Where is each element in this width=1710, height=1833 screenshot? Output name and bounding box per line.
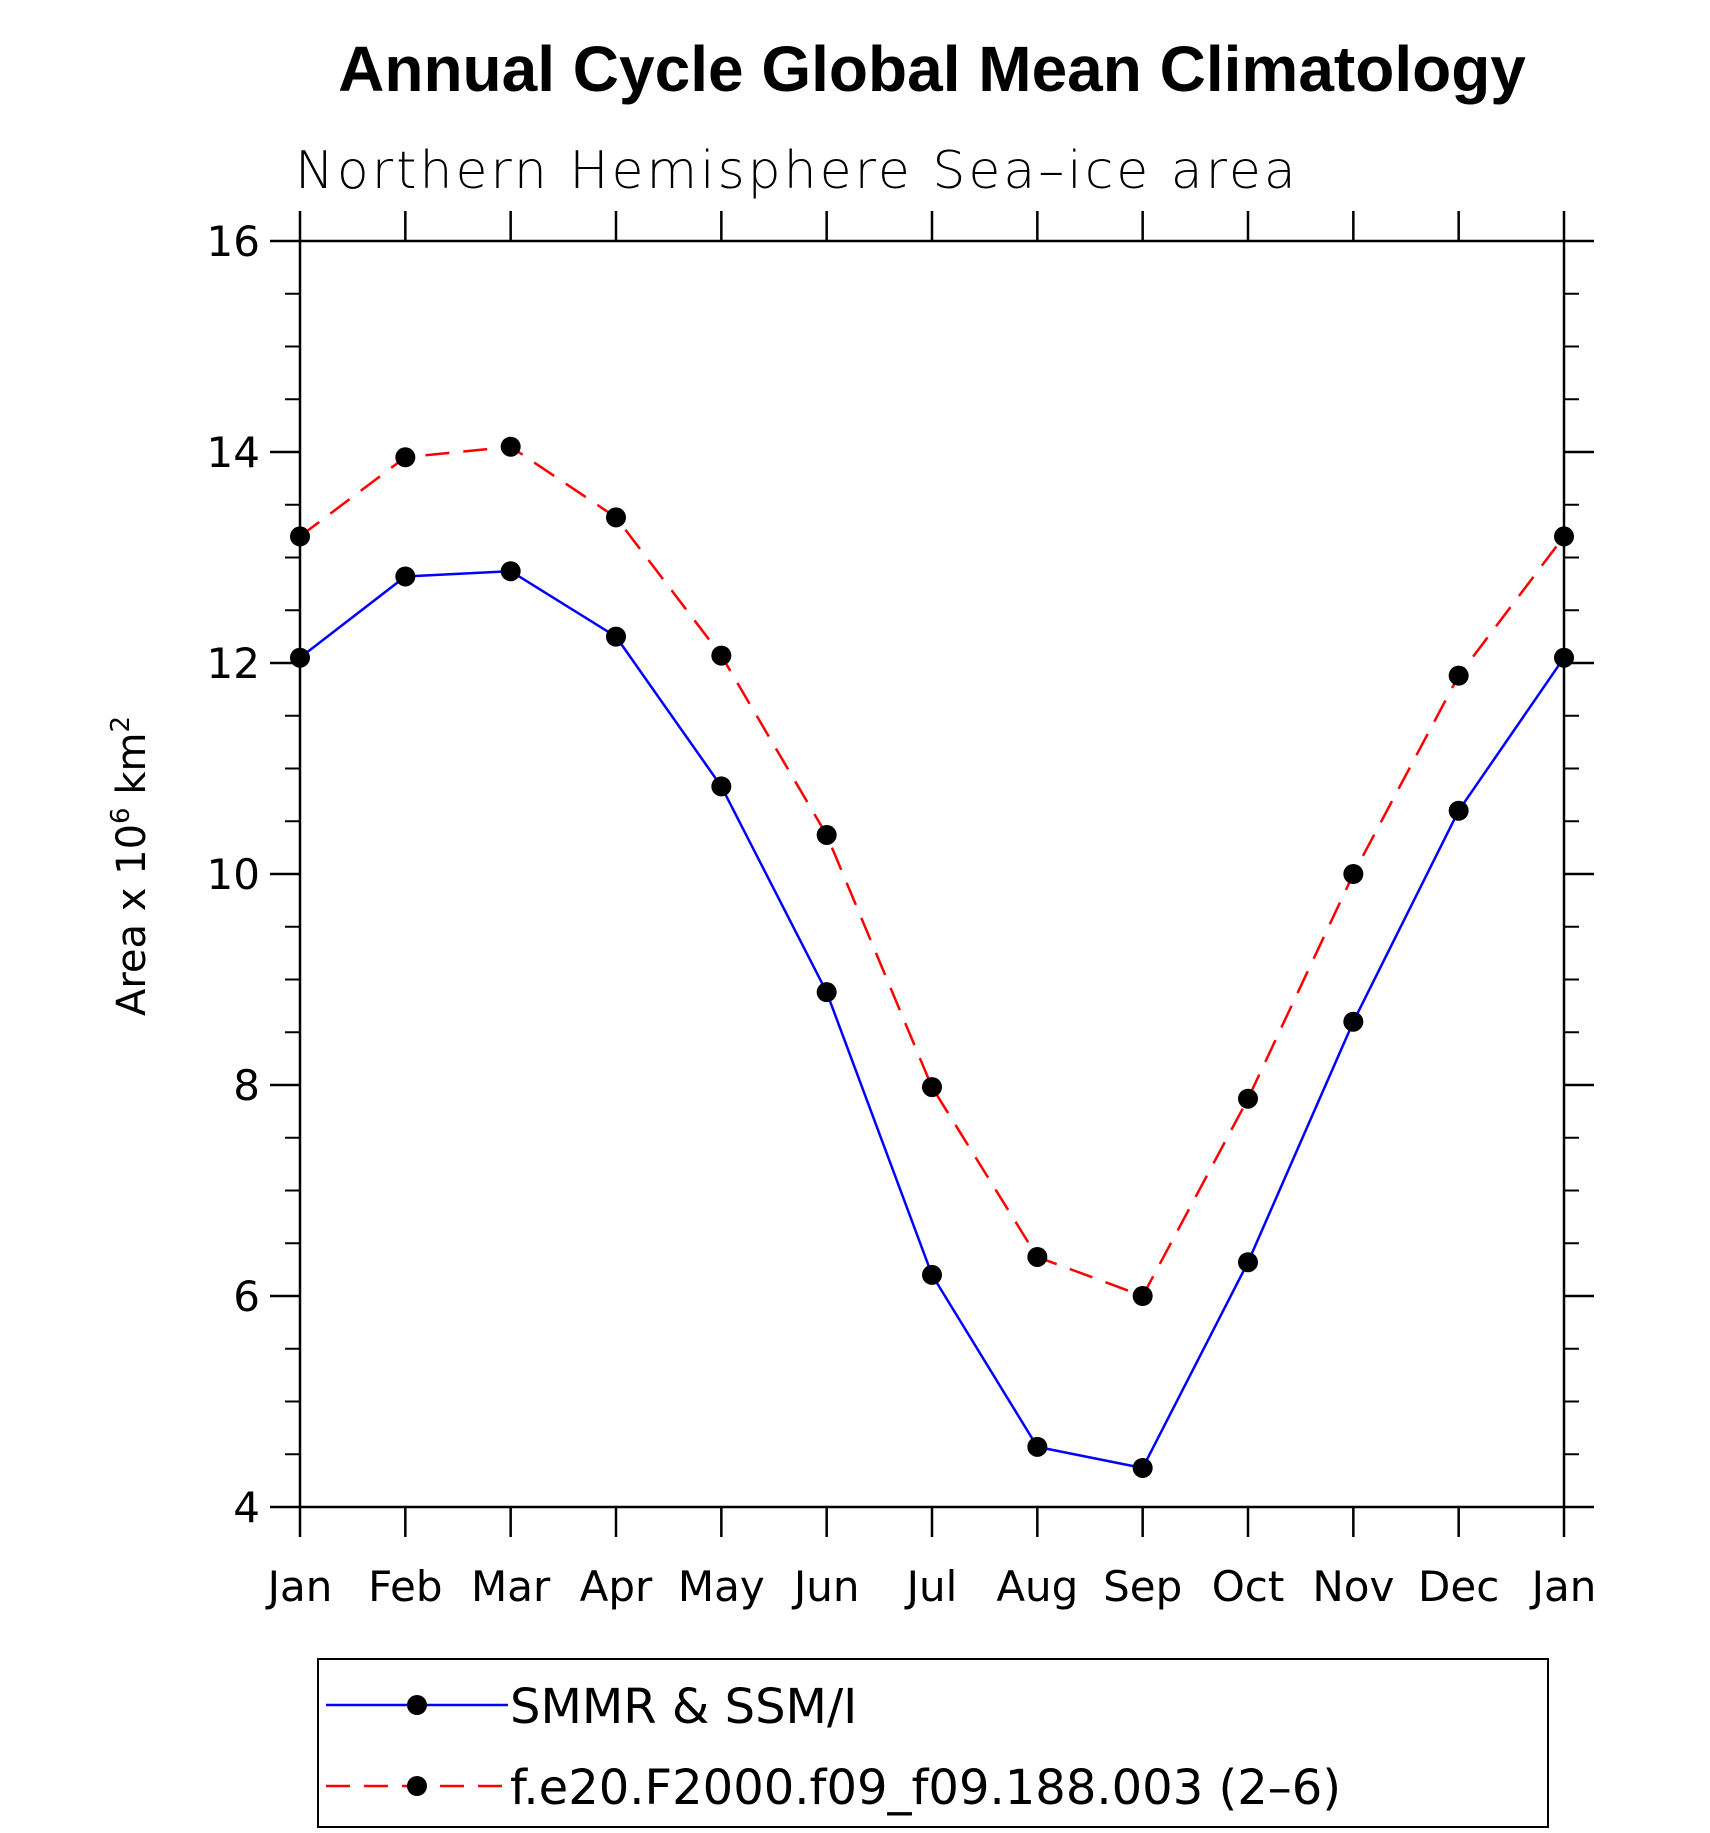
x-tick-label: Apr	[580, 1562, 653, 1611]
x-tick-label: Aug	[996, 1562, 1078, 1611]
data-point-series-0	[1554, 647, 1574, 668]
data-point-series-1	[1238, 1088, 1258, 1109]
legend: SMMR & SSM/I f.e20.F2000.f09_f09.188.003…	[317, 1658, 1549, 1828]
data-point-series-0	[1027, 1436, 1048, 1457]
y-tick-label: 8	[233, 1061, 260, 1110]
data-point-series-0	[711, 776, 732, 797]
chart-title: Annual Cycle Global Mean Climatology	[338, 33, 1526, 105]
x-tick-label: Jan	[1529, 1562, 1597, 1611]
data-point-series-0	[606, 626, 626, 647]
x-tick-label: Jan	[265, 1562, 333, 1611]
x-tick-label: Mar	[471, 1562, 551, 1611]
x-tick-label: Sep	[1103, 1562, 1182, 1611]
data-point-series-0	[290, 647, 310, 668]
y-tick-label: 12	[207, 639, 260, 688]
data-point-series-1	[1027, 1246, 1048, 1267]
data-point-series-1	[395, 447, 416, 468]
data-point-series-1	[606, 507, 626, 528]
data-point-series-1	[1343, 864, 1364, 884]
data-point-series-1	[816, 824, 837, 845]
legend-label-model: f.e20.F2000.f09_f09.188.003 (2–6)	[510, 1760, 1341, 1816]
x-tick-label: Feb	[368, 1562, 442, 1611]
data-point-series-1	[1448, 665, 1469, 686]
chart-subtitle: Northern Hemisphere Sea–ice area	[295, 141, 1299, 201]
x-tick-label: Jul	[904, 1562, 958, 1611]
data-point-series-0	[500, 561, 521, 582]
data-point-series-0	[1343, 1011, 1364, 1032]
y-tick-label: 10	[207, 850, 260, 899]
data-point-series-0	[1132, 1457, 1153, 1478]
data-point-series-1	[500, 436, 521, 457]
legend-box	[317, 1658, 1549, 1828]
legend-marker-model	[407, 1776, 427, 1796]
data-point-series-0	[1448, 800, 1469, 821]
legend-item-smmr: SMMR & SSM/I	[326, 1679, 857, 1735]
data-point-series-0	[816, 982, 837, 1003]
y-tick-label: 4	[233, 1483, 260, 1532]
data-point-series-1	[922, 1077, 942, 1098]
y-tick-label: 6	[233, 1272, 260, 1321]
x-tick-label: Oct	[1212, 1562, 1285, 1611]
legend-marker-smmr	[407, 1695, 427, 1715]
data-point-series-0	[395, 566, 416, 587]
x-tick-label: Nov	[1312, 1562, 1394, 1611]
y-axis-label: Area x 106 km2	[106, 716, 155, 1016]
legend-item-model: f.e20.F2000.f09_f09.188.003 (2–6)	[326, 1760, 1341, 1816]
x-tick-label: May	[678, 1562, 765, 1611]
data-point-series-0	[922, 1264, 942, 1285]
data-point-series-1	[1132, 1286, 1153, 1306]
y-tick-label: 16	[207, 217, 260, 266]
data-point-series-0	[1238, 1252, 1258, 1273]
x-tick-label: Dec	[1418, 1562, 1499, 1611]
legend-label-smmr: SMMR & SSM/I	[510, 1679, 857, 1735]
y-tick-label: 14	[207, 428, 260, 477]
x-tick-label: Jun	[791, 1562, 860, 1611]
plot-area: 4 6 8 10 12 14 16 Jan Feb Mar Apr May Jun Jul Aug Sep Oc…	[207, 211, 1597, 1611]
data-point-series-1	[711, 645, 732, 666]
data-point-series-1	[1554, 526, 1574, 547]
data-point-series-1	[290, 526, 310, 547]
